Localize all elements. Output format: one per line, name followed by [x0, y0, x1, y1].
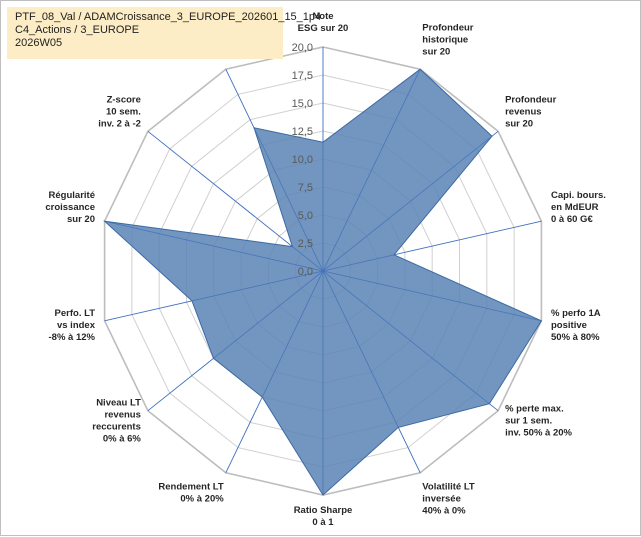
tick-label: 10,0 — [292, 154, 313, 166]
axis-label-line: croissance — [45, 202, 95, 213]
axis-label-line: Ratio Sharpe — [294, 505, 353, 516]
axis-label: Ratio Sharpe 0 à 1 — [294, 505, 353, 528]
axis-label-line: % perfo 1A — [551, 308, 601, 319]
axis-label-line: Capi. bours. — [551, 190, 606, 201]
axis-label: Profondeur historique sur 20 — [422, 23, 473, 58]
axis-label-line: vs index — [57, 320, 96, 331]
axis-spoke-overlay — [322, 69, 421, 272]
axis-label: Rendement LT 0% à 20% — [158, 481, 224, 504]
tick-label: 2,5 — [298, 238, 313, 250]
axis-label-line: Rendement LT — [158, 481, 223, 492]
axis-label-line: sur 20 — [422, 47, 450, 58]
axis-label-line: Niveau LT — [96, 397, 141, 408]
axis-label-line: sur 20 — [67, 214, 95, 225]
axis-label-line: Volatilité LT — [422, 481, 475, 492]
axis-label-line: Perfo. LT — [55, 308, 96, 319]
axis-label-line: -8% à 12% — [49, 332, 96, 343]
axis-label-line: revenus — [505, 107, 541, 118]
tick-label: 5,0 — [298, 210, 313, 222]
axis-label: Régularité croissance sur 20 — [45, 190, 95, 225]
axis-label-line: 40% à 0% — [422, 505, 466, 516]
axis-label-line: ESG sur 20 — [298, 23, 349, 34]
tick-label: 15,0 — [292, 98, 313, 110]
axis-spoke-overlay — [191, 270, 324, 302]
axis-label-line: revenus — [104, 409, 140, 420]
axis-label-line: 0% à 20% — [180, 493, 224, 504]
axis-label: % perte max. sur 1 sem. inv. 50% à 20% — [505, 403, 572, 438]
axis-spoke-overlay — [253, 127, 324, 272]
axis-labels: Note ESG sur 20 Profondeur historique sur 20… — [45, 11, 606, 528]
axis-spoke-overlay — [262, 270, 324, 398]
axis-label-line: Régularité — [49, 190, 95, 201]
title-line-portfolio: PTF_08_Val / ADAMCroissance_3_EUROPE_202… — [15, 11, 322, 23]
axis-spoke-overlay — [322, 270, 399, 428]
axis-spoke-overlay — [322, 270, 542, 322]
axis-label-line: 0 à 60 G€ — [551, 214, 593, 225]
axis-label-line: Note — [312, 11, 333, 22]
axis-label: % perfo 1A positive 50% à 80% — [551, 308, 601, 343]
axis-label: Volatilité LT inversée 40% à 0% — [422, 481, 475, 516]
title-line-week: 2026W05 — [15, 37, 63, 49]
tick-label: 17,5 — [292, 70, 313, 82]
axis-label-line: inv. 2 à -2 — [98, 119, 141, 130]
axis-spoke-overlay — [322, 270, 490, 404]
axis-spoke-overlay — [213, 270, 324, 359]
axis-spoke-overlay — [322, 135, 493, 272]
axis-label-line: reccurents — [92, 421, 141, 432]
axis-label-line: inversée — [422, 493, 461, 504]
axis-spoke-overlay — [104, 220, 324, 272]
axis-label: Profondeur revenus sur 20 — [505, 95, 556, 130]
axis-spoke-overlay — [292, 246, 324, 272]
axis-label: Niveau LT revenus reccurents 0% à 6% — [92, 397, 141, 444]
axis-label-line: Profondeur — [505, 95, 556, 106]
series-area — [103, 68, 543, 496]
axis-label: Perfo. LT vs index -8% à 12% — [49, 308, 96, 343]
tick-label: 20,0 — [292, 42, 313, 54]
axis-label-line: 50% à 80% — [551, 332, 600, 343]
axis-label: Capi. bours. en MdEUR 0 à 60 G€ — [551, 190, 606, 225]
tick-label: 0,0 — [298, 266, 313, 278]
title-line-category: C4_Actions / 3_EUROPE — [15, 24, 140, 36]
axis-label-line: Profondeur — [422, 23, 473, 34]
axis-label-line: % perte max. — [505, 403, 564, 414]
axis-label: Z-score 10 sem. inv. 2 à -2 — [98, 95, 141, 130]
axis-label-line: en MdEUR — [551, 202, 599, 213]
axis-label-line: sur 1 sem. — [505, 415, 552, 426]
tick-label: 7,5 — [298, 182, 313, 194]
axis-label-line: 0 à 1 — [312, 517, 334, 528]
axis-label-line: inv. 50% à 20% — [505, 427, 572, 438]
axis-label: Note ESG sur 20 — [298, 11, 349, 34]
axis-label-line: sur 20 — [505, 119, 533, 130]
axis-spoke-overlay — [322, 254, 395, 272]
axis-label-line: 10 sem. — [106, 107, 141, 118]
axis-label-line: positive — [551, 320, 587, 331]
tick-labels: 0,0 2,5 5,0 7,5 10,0 12,5 15,0 17,5 20,0 — [292, 42, 313, 278]
title-box: PTF_08_Val / ADAMCroissance_3_EUROPE_202… — [7, 7, 321, 59]
axis-label-line: Z-score — [107, 95, 141, 106]
axis-label-line: historique — [422, 35, 468, 46]
axis-label-line: 0% à 6% — [103, 433, 142, 444]
tick-label: 12,5 — [292, 126, 313, 138]
